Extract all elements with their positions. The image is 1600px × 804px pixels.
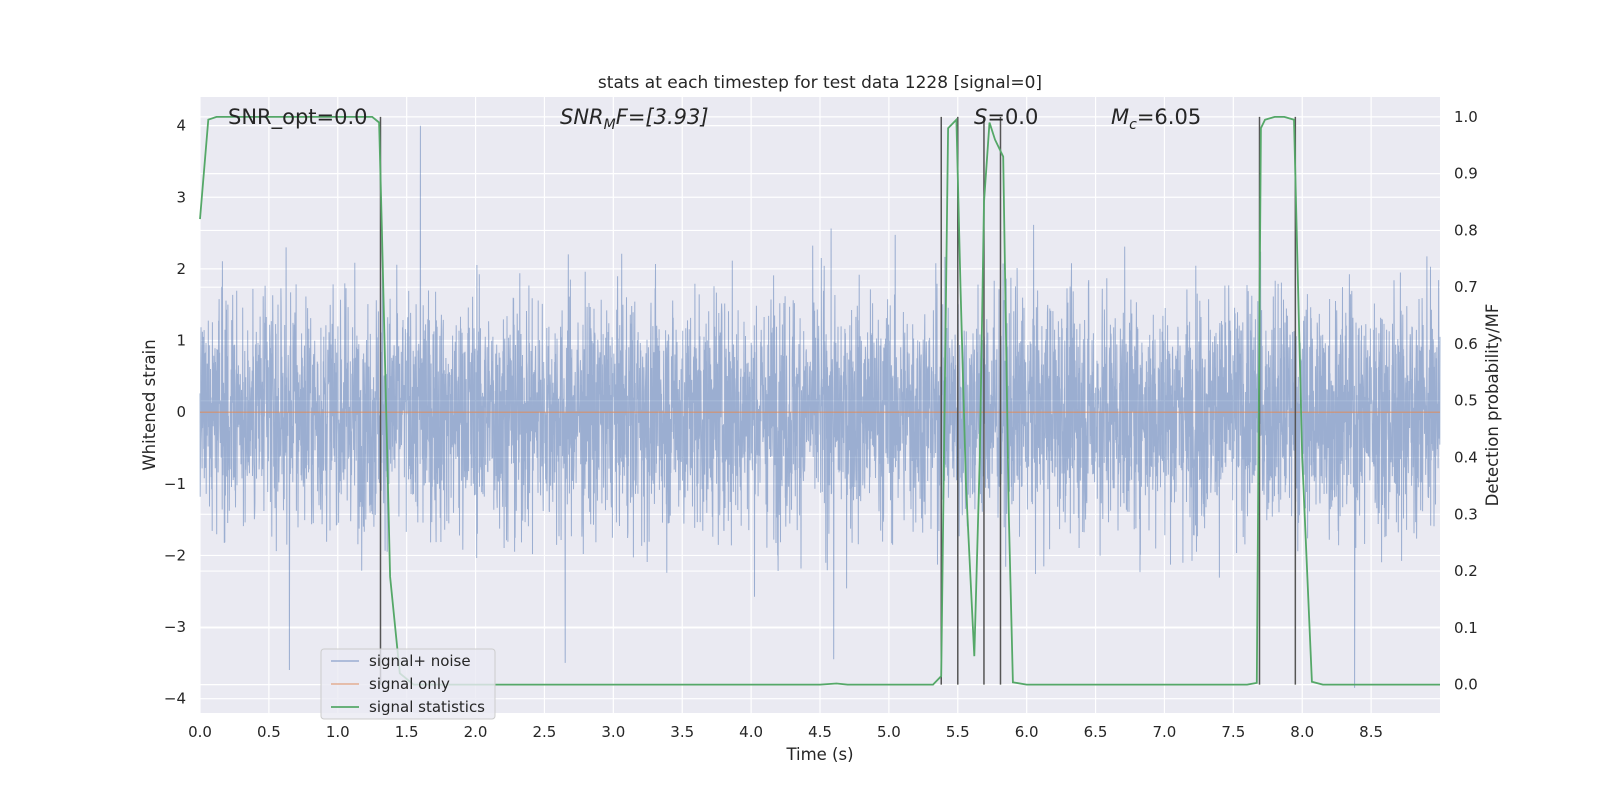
y2-tick-label: 0.4 xyxy=(1454,449,1478,467)
y2-tick-label: 0.1 xyxy=(1454,619,1478,637)
snr-mf-subscript: M xyxy=(604,117,616,133)
y2-tick-label: 0.8 xyxy=(1454,221,1478,239)
x-tick-label: 3.5 xyxy=(670,723,694,741)
y2-tick-label: 0.5 xyxy=(1454,392,1478,410)
x-tick-label: 6.5 xyxy=(1084,723,1108,741)
annotation-mc: Mc=6.05 xyxy=(1111,105,1201,133)
y2-tick-label: 0.2 xyxy=(1454,562,1478,580)
x-tick-label: 2.5 xyxy=(533,723,557,741)
x-tick-label: 2.0 xyxy=(464,723,488,741)
y2-tick-label: 0.6 xyxy=(1454,335,1478,353)
snr-mf-prefix: SNR xyxy=(560,105,604,129)
y-tick-label: 4 xyxy=(176,117,186,135)
s-italic: S xyxy=(974,105,987,129)
x-tick-label: 6.0 xyxy=(1015,723,1039,741)
x-tick-label: 1.0 xyxy=(326,723,350,741)
annotation-snr-mf: SNRMF=[3.93] xyxy=(560,105,709,133)
signal-statistics-trace xyxy=(199,116,1440,686)
series-signal-statistics xyxy=(199,116,1440,686)
y-tick-label: −3 xyxy=(164,618,186,636)
y-tick-label: −2 xyxy=(164,546,186,564)
mc-italic: M xyxy=(1111,105,1129,129)
x-tick-label: 7.0 xyxy=(1153,723,1177,741)
annotation-snr-opt: SNR_opt=0.0 xyxy=(228,105,368,130)
y2-tick-label: 1.0 xyxy=(1454,108,1478,126)
y-tick-label: 0 xyxy=(176,403,186,421)
annotation-s: S=0.0 xyxy=(974,105,1038,129)
mc-subscript: c xyxy=(1129,117,1137,133)
s-rest: =0.0 xyxy=(987,105,1038,129)
noise-trace xyxy=(199,125,1441,688)
x-tick-label: 4.0 xyxy=(739,723,763,741)
y2-axis-label: Detection probability/MF xyxy=(1483,304,1502,507)
legend-label-signal: signal only xyxy=(369,675,450,693)
y-tick-label: 1 xyxy=(176,332,186,350)
y2-tick-label: 0.0 xyxy=(1454,676,1478,694)
y2-tick-label: 0.7 xyxy=(1454,278,1478,296)
legend-label-stats: signal statistics xyxy=(369,698,485,716)
x-tick-label: 5.0 xyxy=(877,723,901,741)
x-tick-label: 8.5 xyxy=(1359,723,1383,741)
legend: signal+ noise signal only signal statist… xyxy=(320,648,496,720)
x-axis-label: Time (s) xyxy=(785,745,853,764)
x-tick-label: 5.5 xyxy=(946,723,970,741)
legend-label-noise: signal+ noise xyxy=(369,652,471,670)
x-tick-label: 7.5 xyxy=(1221,723,1245,741)
y2-tick-label: 0.9 xyxy=(1454,165,1478,183)
series-signal-noise xyxy=(199,125,1441,688)
x-tick-label: 1.5 xyxy=(395,723,419,741)
x-tick-label: 0.0 xyxy=(188,723,212,741)
y-tick-label: 2 xyxy=(176,260,186,278)
y-tick-label: −4 xyxy=(164,690,186,708)
legend-box xyxy=(320,648,496,720)
x-tick-label: 3.0 xyxy=(601,723,625,741)
y-axis-label: Whitened strain xyxy=(140,339,159,470)
x-tick-label: 4.5 xyxy=(808,723,832,741)
y2-tick-label: 0.3 xyxy=(1454,505,1478,523)
x-tick-label: 8.0 xyxy=(1290,723,1314,741)
snr-mf-suffix: F=[3.93] xyxy=(616,105,709,129)
y-tick-label: −1 xyxy=(164,475,186,493)
x-tick-label: 0.5 xyxy=(257,723,281,741)
chart-title: stats at each timestep for test data 122… xyxy=(598,73,1042,93)
tick-labels: 0.0 0.5 1.0 1.5 2.0 2.5 3.0 3.5 4.0 4.5 5.0 5.5 6.0 6… xyxy=(164,108,1478,741)
y-tick-label: 3 xyxy=(176,188,186,206)
mc-rest: =6.05 xyxy=(1137,105,1201,129)
